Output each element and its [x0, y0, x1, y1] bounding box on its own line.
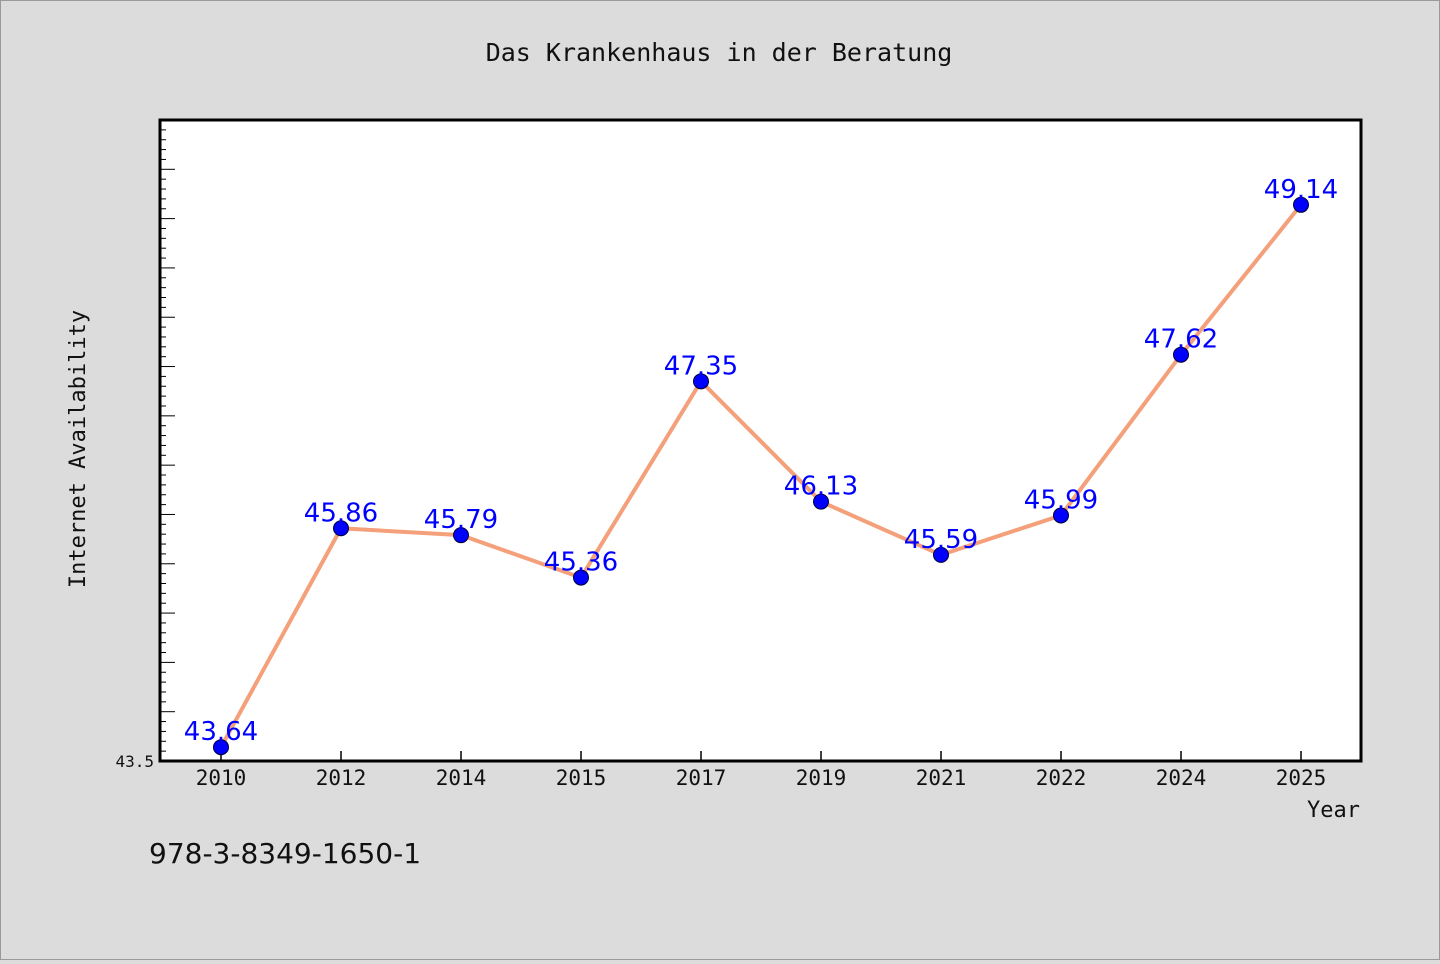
x-tick-label-2021: 2021 — [916, 766, 967, 790]
data-label-2019: 46.13 — [784, 472, 858, 502]
data-point-2015 — [573, 569, 589, 586]
x-tick-label-2010: 2010 — [196, 766, 247, 790]
x-tick-label-2014: 2014 — [436, 766, 487, 790]
data-label-2014: 45.79 — [424, 505, 498, 535]
data-point-2022 — [1053, 507, 1069, 524]
x-tick-label-2022: 2022 — [1036, 766, 1087, 790]
data-label-2017: 47.35 — [664, 351, 738, 381]
data-label-2021: 45.59 — [904, 525, 978, 555]
chart-title: Das Krankenhaus in der Beratung — [486, 38, 953, 67]
x-tick-label-2015: 2015 — [556, 766, 607, 790]
data-point-2025 — [1293, 196, 1309, 213]
data-point-2012 — [333, 520, 349, 537]
data-point-2021 — [933, 546, 949, 563]
data-label-2012: 45.86 — [304, 498, 378, 528]
series-line — [219, 202, 1303, 750]
data-label-2015: 45.36 — [544, 548, 618, 578]
data-point-2024 — [1173, 346, 1189, 363]
data-point-2019 — [813, 493, 829, 510]
y-axis-label: Internet Availability — [66, 310, 91, 588]
data-markers — [213, 196, 1309, 756]
x-tick-label-2025: 2025 — [1276, 766, 1327, 790]
data-point-2017 — [693, 373, 709, 390]
data-point-2014 — [453, 527, 469, 544]
data-point-2010 — [213, 739, 229, 756]
x-tick-label-2024: 2024 — [1156, 766, 1207, 790]
x-axis-label: Year — [1307, 798, 1360, 823]
data-label-2025: 49.14 — [1264, 175, 1338, 205]
x-tick-label-2017: 2017 — [676, 766, 727, 790]
y-axis-ticks — [160, 119, 175, 762]
isbn-text: 978-3-8349-1650-1 — [149, 837, 421, 870]
data-label-2010: 43.64 — [184, 717, 258, 747]
data-label-2024: 47.62 — [1144, 325, 1218, 355]
data-labels: 43.64 45.86 45.79 45.36 47.35 46.13 45.59 45.99… — [184, 175, 1338, 747]
x-axis-tick-labels: 2010 2012 2014 2015 2017 2019 2021 2022 2024 2025 — [196, 766, 1327, 790]
data-label-2022: 45.99 — [1024, 485, 1098, 515]
y-tick-label-min: 43.5 — [115, 752, 154, 771]
x-tick-label-2012: 2012 — [316, 766, 367, 790]
x-tick-label-2019: 2019 — [796, 766, 847, 790]
